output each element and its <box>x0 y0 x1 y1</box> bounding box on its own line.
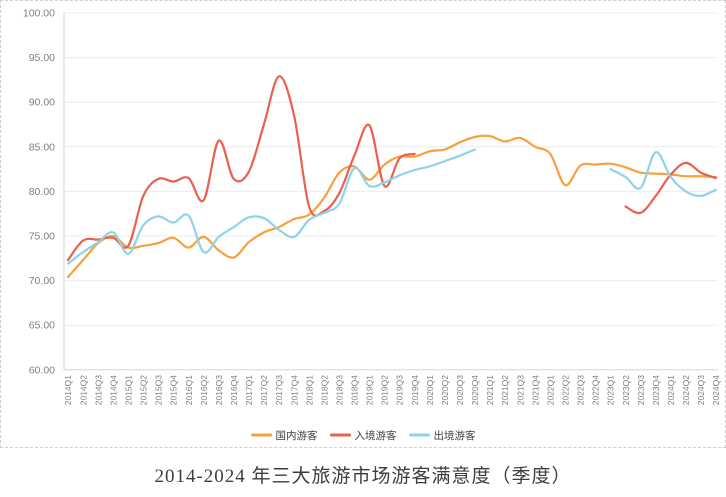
x-axis-label: 2016Q3 <box>214 375 224 406</box>
x-axis-label: 2017Q4 <box>289 375 299 406</box>
y-axis-label: 80.00 <box>29 186 55 198</box>
legend-label-1: 入境游客 <box>355 429 397 442</box>
x-axis-label: 2017Q2 <box>259 375 269 406</box>
x-axis-label: 2022Q1 <box>545 375 555 406</box>
y-axis-label: 100.00 <box>23 8 55 20</box>
y-axis-label: 85.00 <box>29 141 55 153</box>
x-axis-label: 2021Q4 <box>530 375 540 406</box>
x-axis-label: 2023Q3 <box>636 375 646 406</box>
x-axis-label: 2020Q2 <box>440 375 450 406</box>
x-axis-label: 2024Q2 <box>681 375 691 406</box>
x-axis-label: 2018Q3 <box>334 375 344 406</box>
legend-label-0: 国内游客 <box>276 429 318 442</box>
x-axis-label: 2018Q2 <box>319 375 329 406</box>
x-axis-label: 2014Q3 <box>93 375 103 406</box>
x-axis-label: 2014Q2 <box>78 375 88 406</box>
x-axis-label: 2023Q4 <box>651 375 661 406</box>
y-axis-label: 95.00 <box>29 52 55 64</box>
x-axis-label: 2015Q4 <box>169 375 179 406</box>
series-line-1 <box>66 75 416 262</box>
x-axis-label: 2020Q4 <box>470 375 480 406</box>
x-axis-label: 2014Q1 <box>63 375 73 406</box>
x-axis-label: 2020Q1 <box>425 375 435 406</box>
x-axis-label: 2017Q3 <box>274 375 284 406</box>
x-axis-label: 2018Q4 <box>350 375 360 406</box>
series-line-1 <box>624 161 718 215</box>
x-axis-label: 2020Q3 <box>455 375 465 406</box>
x-axis-label: 2019Q3 <box>395 375 405 406</box>
x-axis-label: 2024Q1 <box>666 375 676 406</box>
y-axis-label: 70.00 <box>29 275 55 287</box>
legend-label-2: 出境游客 <box>434 429 476 442</box>
y-axis-label: 65.00 <box>29 320 55 332</box>
series-line-2 <box>66 148 476 265</box>
series-line-2 <box>609 151 718 198</box>
x-axis-label: 2022Q3 <box>576 375 586 406</box>
x-axis-label: 2016Q2 <box>199 375 209 406</box>
x-axis-label: 2014Q4 <box>108 375 118 406</box>
x-axis-label: 2023Q1 <box>606 375 616 406</box>
x-axis-label: 2021Q3 <box>515 375 525 406</box>
x-axis-label: 2016Q4 <box>229 375 239 406</box>
x-axis-label: 2019Q2 <box>380 375 390 406</box>
y-axis-label: 60.00 <box>29 364 55 376</box>
x-axis-label: 2022Q2 <box>561 375 571 406</box>
x-axis-label: 2024Q4 <box>711 375 721 406</box>
x-axis-label: 2015Q3 <box>154 375 164 406</box>
y-axis-label: 90.00 <box>29 97 55 109</box>
x-axis-label: 2019Q4 <box>410 375 420 406</box>
x-axis-label: 2021Q1 <box>485 375 495 406</box>
chart-title: 2014-2024 年三大旅游市场游客满意度（季度） <box>154 466 572 487</box>
x-axis-label: 2024Q3 <box>696 375 706 406</box>
x-axis-label: 2017Q1 <box>244 375 254 406</box>
x-axis-label: 2021Q2 <box>500 375 510 406</box>
x-axis-label: 2015Q2 <box>139 375 149 406</box>
x-axis-label: 2022Q4 <box>591 375 601 406</box>
x-axis-label: 2016Q1 <box>184 375 194 406</box>
chart-panel: 60.00 65.00 70.00 75.00 80.00 85.00 90.00 95.00… <box>0 0 726 448</box>
x-axis-label: 2018Q1 <box>304 375 314 406</box>
satisfaction-line-chart: 60.00 65.00 70.00 75.00 80.00 85.00 90.00 95.00… <box>23 8 721 442</box>
x-axis-label: 2015Q1 <box>123 375 133 406</box>
x-axis-label: 2019Q1 <box>365 375 375 406</box>
y-axis-label: 75.00 <box>29 231 55 243</box>
series-line-0 <box>66 134 718 279</box>
x-axis-label: 2023Q2 <box>621 375 631 406</box>
